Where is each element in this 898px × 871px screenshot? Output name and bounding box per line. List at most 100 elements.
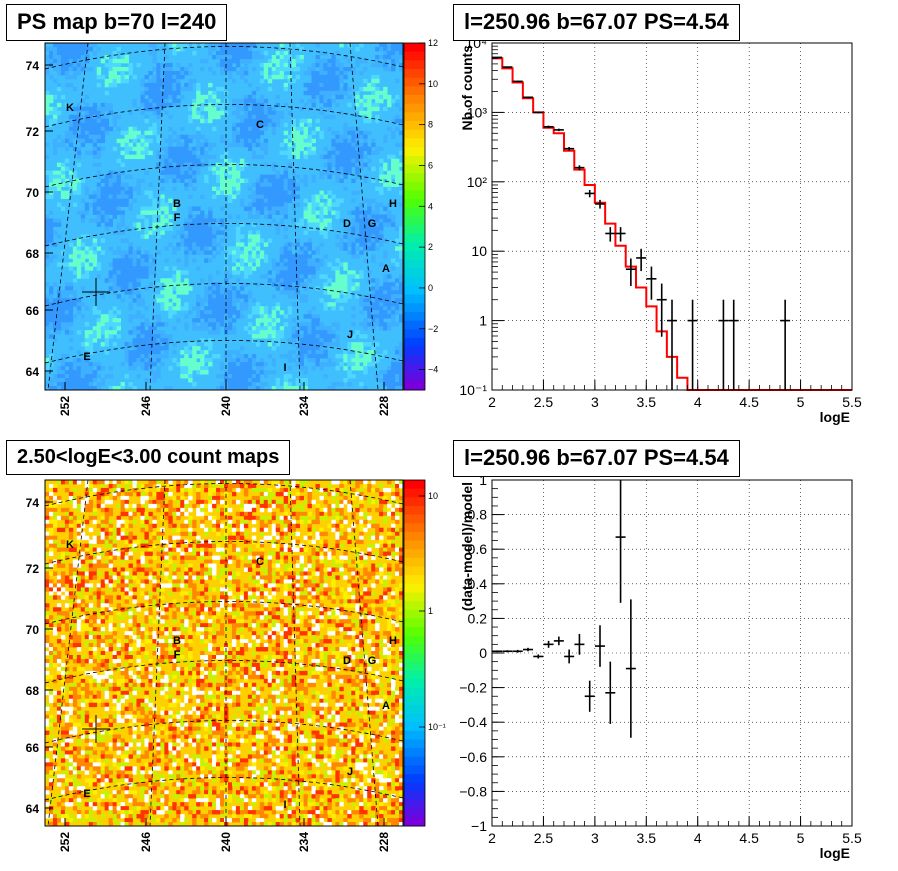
map-cell [339, 362, 344, 367]
map-cell [84, 334, 90, 339]
map-cell [335, 70, 340, 76]
map-cell [235, 178, 241, 183]
map-cell [335, 515, 340, 521]
map-cell [251, 90, 257, 96]
map-cell [220, 62, 225, 68]
map-cell [96, 46, 102, 52]
map-cell [200, 250, 205, 255]
map-cell [208, 330, 213, 335]
map-cell [192, 226, 197, 231]
map-cell [144, 539, 149, 545]
map-cell [391, 130, 396, 136]
map-cell [271, 258, 277, 263]
map-cell [279, 74, 285, 80]
map-cell [255, 126, 261, 132]
map-cell [251, 499, 257, 505]
map-cell [235, 138, 241, 144]
map-cell [132, 74, 137, 80]
map-cell [371, 74, 376, 80]
map-cell [184, 82, 189, 88]
map-cell [319, 154, 324, 160]
map-cell [160, 82, 165, 88]
map-cell [327, 338, 332, 343]
map-cell [200, 238, 205, 243]
map-cell [64, 43, 70, 48]
map-cell [387, 182, 392, 187]
map-cell [367, 547, 372, 552]
map-cell [136, 190, 141, 195]
map-cell [311, 366, 316, 371]
map-cell [92, 250, 98, 255]
map-cell [387, 66, 392, 72]
map-cell [359, 310, 364, 315]
map-cell [176, 318, 181, 323]
map-cell [251, 234, 257, 239]
map-cell [120, 511, 125, 517]
map-cell [399, 318, 404, 323]
map-cell [303, 286, 308, 291]
map-cell [379, 539, 384, 545]
map-cell [295, 242, 300, 247]
map-cell [327, 166, 332, 172]
map-cell [383, 214, 388, 219]
map-cell [239, 70, 245, 76]
map-cell [164, 503, 169, 509]
map-cell [124, 250, 129, 255]
map-cell [315, 218, 320, 223]
map-cell [108, 483, 114, 489]
map-cell [124, 342, 129, 347]
map-cell [156, 535, 161, 541]
map-cell [100, 102, 106, 108]
map-cell [343, 166, 348, 172]
map-cell [64, 511, 70, 517]
map-cell [160, 302, 165, 307]
map-cell [48, 226, 54, 231]
map-cell [45, 551, 50, 556]
map-cell [339, 286, 344, 291]
map-cell [112, 270, 117, 275]
map-cell [379, 326, 384, 331]
map-cell [152, 198, 157, 203]
map-cell [327, 70, 332, 76]
map-cell [271, 114, 277, 120]
map-cell [168, 310, 173, 315]
map-cell [144, 487, 149, 493]
map-cell [243, 43, 249, 48]
map-cell [136, 150, 141, 156]
map-cell [379, 290, 384, 295]
map-cell [315, 62, 320, 68]
map-cell [120, 214, 125, 219]
map-cell [275, 178, 281, 183]
map-cell [291, 206, 296, 211]
map-cell [371, 210, 376, 215]
map-cell [168, 480, 173, 485]
map-cell [68, 310, 74, 315]
map-cell [184, 555, 189, 560]
map-cell [391, 495, 396, 501]
map-cell [335, 82, 340, 88]
map-cell [196, 294, 201, 299]
map-cell [391, 298, 396, 303]
map-cell [200, 326, 205, 331]
map-cell [243, 250, 249, 255]
map-cell [267, 194, 273, 199]
map-cell [227, 70, 233, 76]
map-cell [140, 314, 145, 319]
map-cell [271, 527, 277, 533]
map-cell [120, 190, 125, 195]
map-cell [92, 511, 98, 517]
map-cell [204, 142, 209, 148]
map-cell [104, 326, 110, 331]
map-cell [319, 330, 324, 335]
map-cell [363, 527, 368, 533]
map-cell [399, 118, 404, 124]
map-cell [96, 366, 102, 371]
map-cell [45, 54, 50, 60]
map-cell [363, 210, 368, 215]
map-cell [180, 142, 185, 148]
map-cell [168, 278, 173, 283]
map-cell [48, 491, 54, 497]
map-cell [188, 480, 193, 485]
map-cell [45, 515, 50, 521]
map-cell [391, 515, 396, 521]
